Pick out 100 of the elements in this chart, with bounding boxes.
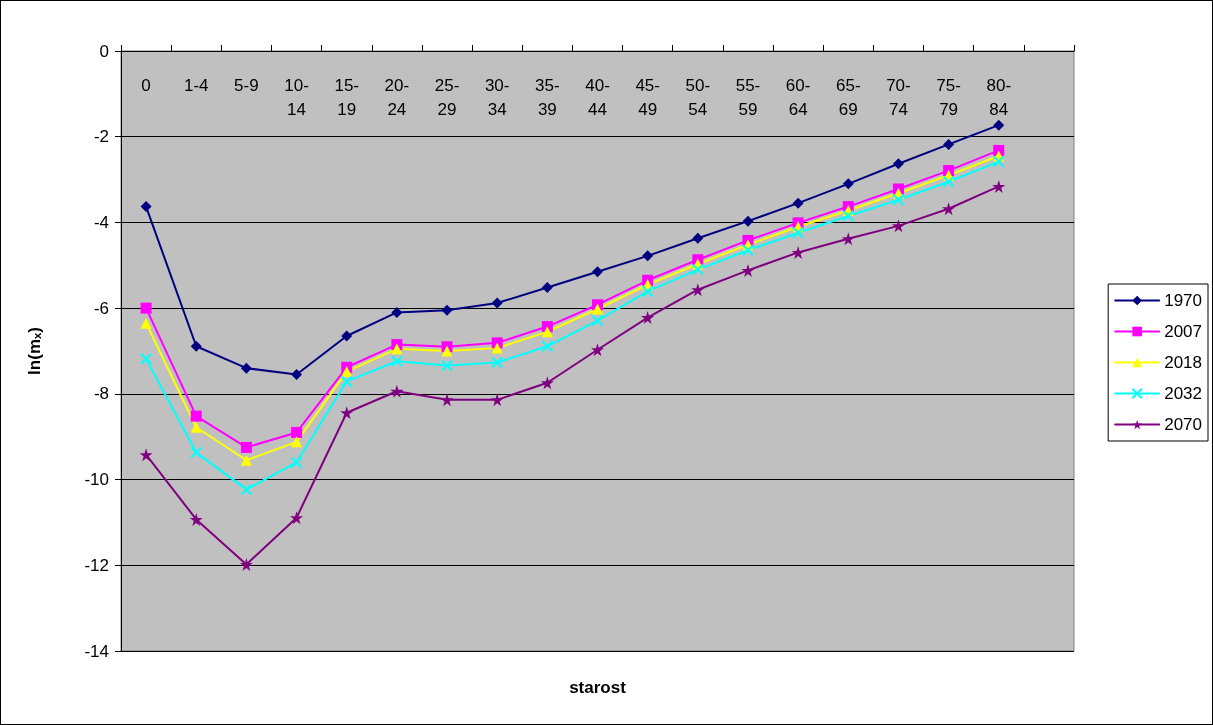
point bbox=[240, 454, 252, 466]
x-tick-label: 40-44 bbox=[585, 75, 610, 119]
y-tick-label: -6 bbox=[93, 298, 109, 318]
y-tick-label: 0 bbox=[99, 41, 109, 61]
point bbox=[190, 340, 202, 352]
point bbox=[239, 557, 253, 571]
point bbox=[993, 119, 1005, 131]
point bbox=[390, 355, 403, 368]
x-tick-label: 25-29 bbox=[434, 75, 460, 119]
point bbox=[190, 410, 202, 422]
point bbox=[642, 250, 654, 262]
x-tick-label: 80-84 bbox=[986, 75, 1012, 119]
y-tick-label: -10 bbox=[84, 470, 109, 490]
point bbox=[691, 263, 704, 276]
y-tick-label: -4 bbox=[93, 212, 109, 232]
point bbox=[591, 343, 604, 357]
x-axis-title: starost bbox=[569, 678, 627, 697]
legend-label: 2070 bbox=[1164, 415, 1203, 434]
x-tick-label: 55-59 bbox=[735, 75, 761, 119]
y-tick-label: -8 bbox=[93, 384, 109, 404]
point bbox=[842, 178, 854, 190]
point bbox=[942, 175, 955, 188]
point bbox=[491, 356, 504, 369]
point bbox=[391, 306, 403, 318]
point bbox=[341, 330, 353, 342]
point bbox=[641, 311, 655, 325]
point bbox=[441, 304, 453, 316]
point bbox=[291, 426, 303, 438]
point bbox=[541, 326, 553, 338]
point bbox=[791, 245, 805, 259]
x-tick-label: 75-79 bbox=[936, 75, 961, 119]
point bbox=[942, 202, 956, 216]
x-tick-label: 60-64 bbox=[785, 75, 811, 119]
point bbox=[139, 448, 153, 462]
point bbox=[340, 406, 354, 420]
x-tick-label: 30-34 bbox=[484, 75, 510, 119]
point bbox=[190, 446, 203, 459]
point bbox=[892, 158, 904, 170]
point bbox=[841, 232, 855, 246]
point bbox=[943, 138, 955, 150]
x-tick-label: 1-4 bbox=[183, 75, 209, 95]
point bbox=[691, 283, 705, 297]
x-tick-label: 70-74 bbox=[886, 75, 911, 119]
point bbox=[591, 314, 604, 327]
point bbox=[792, 197, 804, 209]
point bbox=[992, 179, 1006, 193]
point bbox=[240, 362, 252, 374]
legend-label: 1970 bbox=[1164, 291, 1203, 310]
point bbox=[440, 393, 454, 407]
x-tick-label: 5-9 bbox=[234, 75, 259, 95]
point bbox=[892, 193, 905, 206]
point bbox=[742, 215, 754, 227]
y-tick-label: -12 bbox=[84, 555, 109, 575]
point bbox=[540, 376, 554, 390]
point bbox=[240, 483, 253, 496]
point bbox=[189, 512, 203, 526]
point bbox=[441, 359, 454, 372]
point bbox=[441, 345, 453, 357]
point bbox=[592, 266, 603, 278]
point bbox=[891, 219, 905, 233]
point bbox=[340, 375, 353, 388]
point bbox=[541, 340, 554, 353]
legend-label: 2007 bbox=[1164, 322, 1203, 341]
x-tick-label: 35-39 bbox=[535, 75, 560, 119]
point bbox=[190, 421, 202, 433]
point bbox=[290, 511, 304, 525]
point bbox=[140, 317, 152, 329]
point bbox=[541, 282, 553, 294]
point bbox=[741, 263, 755, 277]
point bbox=[291, 436, 303, 448]
x-tick-label: 20-24 bbox=[384, 75, 410, 119]
point bbox=[491, 297, 503, 309]
point bbox=[290, 456, 303, 469]
legend-label: 2018 bbox=[1164, 353, 1203, 372]
point bbox=[792, 226, 805, 239]
point bbox=[140, 352, 153, 365]
point bbox=[692, 232, 704, 244]
point bbox=[341, 366, 353, 378]
point bbox=[641, 285, 654, 298]
y-axis-title: ln(mₓ) bbox=[25, 327, 44, 375]
point bbox=[491, 342, 503, 354]
point bbox=[741, 244, 754, 257]
point bbox=[240, 441, 252, 453]
point bbox=[140, 201, 152, 213]
x-tick-label: 65-69 bbox=[836, 75, 861, 119]
point bbox=[291, 369, 303, 381]
x-tick-label: 0 bbox=[141, 75, 151, 95]
point bbox=[391, 343, 403, 355]
point bbox=[390, 384, 404, 398]
y-tick-label: -2 bbox=[93, 127, 109, 147]
legend-label: 2032 bbox=[1164, 384, 1203, 403]
point bbox=[992, 155, 1005, 168]
x-tick-label: 15-19 bbox=[334, 75, 359, 119]
point bbox=[842, 210, 855, 222]
point bbox=[490, 393, 504, 407]
x-tick-label: 45-49 bbox=[635, 75, 660, 119]
point bbox=[140, 302, 152, 314]
x-tick-label: 10-14 bbox=[284, 75, 309, 119]
point bbox=[592, 303, 603, 315]
y-tick-label: -14 bbox=[84, 641, 109, 661]
